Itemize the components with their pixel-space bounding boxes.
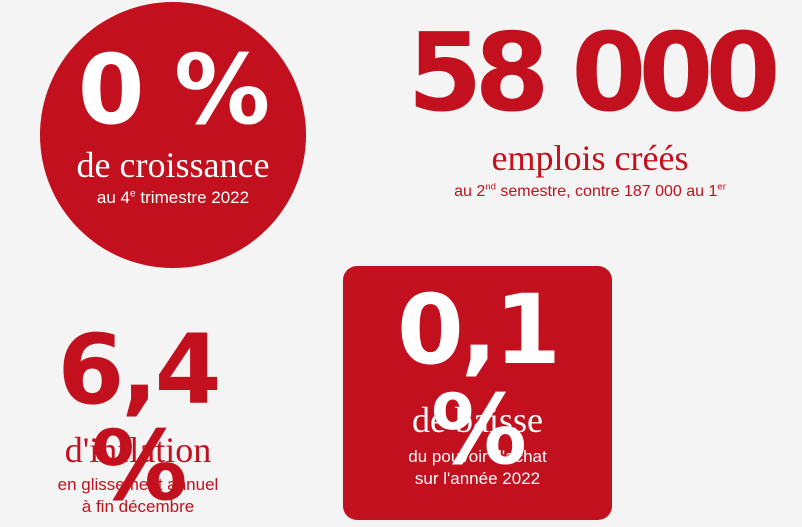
jobs-label: emplois créés [491,138,689,178]
inflation-detail-line1: en glissement annuel [57,475,219,494]
jobs-value: 58 000 [407,11,780,136]
inflation-label: d'inflation [64,430,212,470]
growth-label: de croissance [76,145,270,185]
purchasing-power-value: 0,1 % [396,274,561,486]
inflation-value: 6,4 % [57,314,221,522]
growth-circle: 0 % de croissance au 4e trimestre 2022 [40,2,306,268]
purchasing-power-detail: du pouvoir d'achat sur l'année 2022 [343,446,612,490]
purchasing-power-box: 0,1 % de baisse du pouvoir d'achat sur l… [343,266,612,520]
purchasing-power-label: de baisse [412,400,543,440]
growth-value: 0 % [77,34,270,146]
inflation-detail-line2: à fin décembre [81,497,195,516]
jobs-detail: au 2nd semestre, contre 187 000 au 1er [454,181,726,200]
growth-detail: au 4e trimestre 2022 [96,188,250,207]
inflation-detail: en glissement annuel à fin décembre [4,474,272,518]
purchasing-power-detail-line1: du pouvoir d'achat [408,447,547,466]
purchasing-power-detail-line2: sur l'année 2022 [414,469,541,488]
